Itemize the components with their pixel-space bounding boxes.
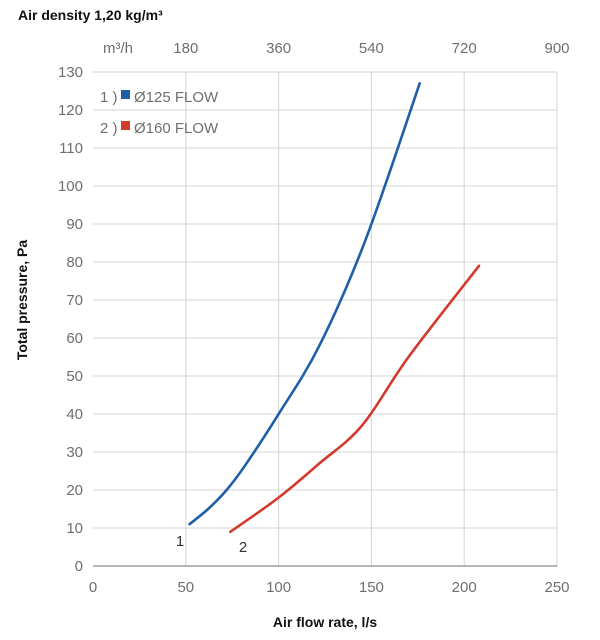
y-tick-label: 40 xyxy=(66,406,83,423)
legend-number-2: 2 ) xyxy=(100,120,118,137)
y-tick-label: 100 xyxy=(58,178,83,195)
curves xyxy=(188,82,481,534)
legend-label-2: Ø160 FLOW xyxy=(134,120,219,137)
top-tick-label: 900 xyxy=(544,40,569,57)
y-tick-label: 80 xyxy=(66,254,83,271)
y-tick-label: 10 xyxy=(66,520,83,537)
series-line-1 xyxy=(188,82,421,526)
grid-lines xyxy=(93,71,558,566)
axes xyxy=(93,71,557,567)
x-tick-label: 150 xyxy=(359,579,384,596)
legend: 1 ) Ø125 FLOW 2 ) Ø160 FLOW xyxy=(100,89,219,137)
x-tick-label: 200 xyxy=(452,579,477,596)
y-tick-label: 130 xyxy=(58,64,83,81)
y-axis-title: Total pressure, Pa xyxy=(14,240,30,361)
y-tick-label: 50 xyxy=(66,368,83,385)
y-tick-label: 60 xyxy=(66,330,83,347)
y-tick-label: 30 xyxy=(66,444,83,461)
legend-number-1: 1 ) xyxy=(100,89,118,106)
top-tick-label: 720 xyxy=(452,40,477,57)
y-tick-label: 110 xyxy=(59,140,83,157)
top-tick-label: 540 xyxy=(359,40,384,57)
legend-entry-1: 1 ) Ø125 FLOW xyxy=(100,89,219,106)
y-tick-label: 120 xyxy=(58,102,83,119)
y-tick-label: 90 xyxy=(66,216,83,233)
legend-label-1: Ø125 FLOW xyxy=(134,89,219,106)
x-axis-title: Air flow rate, l/s xyxy=(273,614,377,630)
secondary-axis-unit: m³/h xyxy=(103,40,133,57)
legend-swatch-1 xyxy=(121,90,130,99)
series-line-2 xyxy=(229,264,481,534)
x-tick-label: 100 xyxy=(266,579,291,596)
legend-entry-2: 2 ) Ø160 FLOW xyxy=(100,120,219,137)
chart-title: Air density 1,20 kg/m³ xyxy=(18,7,163,23)
top-tick-label: 360 xyxy=(266,40,291,57)
y-tick-label: 70 xyxy=(66,292,83,309)
top-tick-label: 180 xyxy=(173,40,198,57)
legend-swatch-2 xyxy=(121,121,130,130)
x-tick-label: 0 xyxy=(89,579,97,596)
y-tick-label: 20 xyxy=(66,482,83,499)
x-tick-label: 250 xyxy=(544,579,569,596)
curve-label-2: 2 xyxy=(239,539,247,556)
y-tick-label: 0 xyxy=(75,558,83,575)
curve-label-1: 1 xyxy=(176,533,184,550)
x-tick-label: 50 xyxy=(177,579,194,596)
